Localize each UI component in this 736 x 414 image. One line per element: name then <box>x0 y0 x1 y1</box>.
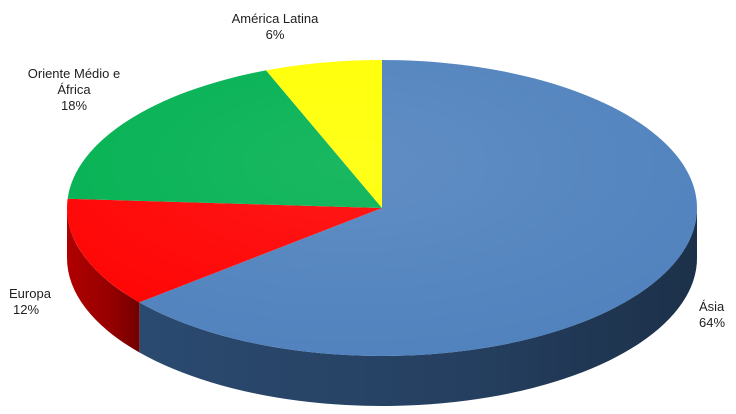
slice-label-asia: Ásia 64% <box>699 299 735 331</box>
slice-percent: 12% <box>13 302 40 317</box>
slice-label-oriente-medio-africa: Oriente Médio e África 18% <box>4 66 144 114</box>
slice-percent: 6% <box>265 27 285 42</box>
slice-europa-side-shade <box>67 208 140 353</box>
slice-label-europa: Europa 12% <box>9 286 89 318</box>
slice-label-america-latina: América Latina 6% <box>205 11 345 43</box>
pie-top-shine <box>67 60 697 356</box>
slice-asia-side-shade <box>139 208 698 407</box>
slice-name: Europa <box>9 286 51 301</box>
slice-percent: 18% <box>60 98 88 113</box>
slice-percent: 64% <box>699 315 726 330</box>
pie-sides <box>67 208 698 407</box>
pie-slices <box>66 59 697 356</box>
slice-name-line-1: Oriente Médio e <box>27 66 121 81</box>
slice-name-line-2: África <box>57 82 91 97</box>
slice-name: Ásia <box>699 299 725 314</box>
slice-name: América Latina <box>231 11 319 26</box>
